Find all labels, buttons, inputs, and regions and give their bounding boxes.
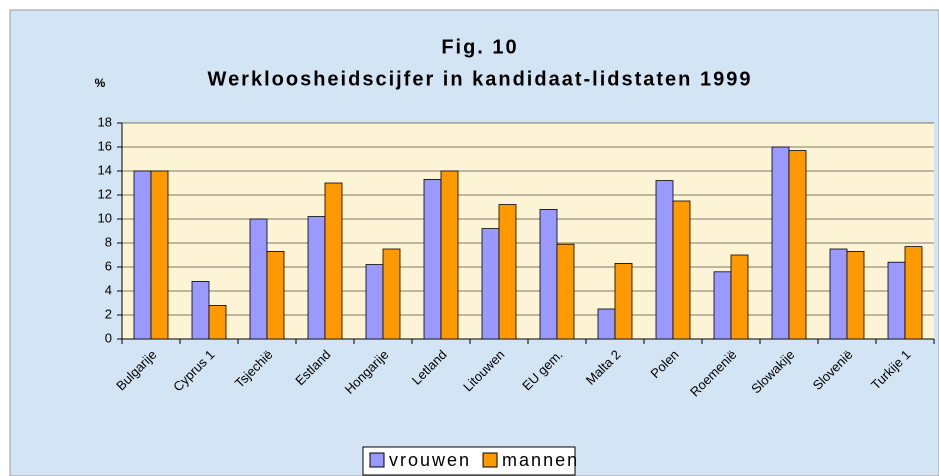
bar xyxy=(829,248,848,340)
y-tick-label: 14 xyxy=(98,162,112,177)
chart-title: Fig. 10 xyxy=(441,36,518,58)
bar xyxy=(423,178,442,340)
bar xyxy=(440,170,459,340)
bar xyxy=(365,264,384,340)
bar xyxy=(249,218,268,340)
bar xyxy=(556,243,575,340)
bar xyxy=(887,261,906,340)
bar xyxy=(597,308,616,340)
bar xyxy=(672,200,691,340)
y-tick-label: 2 xyxy=(105,306,112,321)
bar xyxy=(481,228,500,340)
bar xyxy=(382,248,401,340)
bar xyxy=(324,182,343,340)
y-tick-label: 6 xyxy=(105,258,112,273)
bar xyxy=(307,216,326,340)
bar xyxy=(713,271,732,340)
legend-swatch xyxy=(369,452,385,468)
y-tick-label: 4 xyxy=(105,282,112,297)
y-tick-label: 0 xyxy=(105,330,112,345)
plot-area xyxy=(122,123,934,339)
legend-swatch xyxy=(482,452,498,468)
bar xyxy=(498,204,517,340)
bar xyxy=(133,170,152,340)
bar xyxy=(788,150,807,340)
y-axis-label: % xyxy=(95,76,106,90)
bar xyxy=(191,280,210,340)
bar xyxy=(846,250,865,340)
bar xyxy=(266,250,285,340)
y-tick-label: 12 xyxy=(98,186,112,201)
y-tick-label: 10 xyxy=(98,210,112,225)
y-tick-label: 16 xyxy=(98,138,112,153)
legend-box xyxy=(362,446,576,476)
bar xyxy=(150,170,169,340)
bar xyxy=(904,246,923,340)
chart-subtitle: Werkloosheidscijfer in kandidaat-lidstat… xyxy=(208,68,753,90)
bar xyxy=(655,180,674,340)
bar xyxy=(730,254,749,340)
bar xyxy=(208,304,227,340)
bar xyxy=(539,208,558,340)
bar xyxy=(771,146,790,340)
legend-label: vrouwen xyxy=(389,450,471,470)
legend-label: mannen xyxy=(502,450,579,470)
bar xyxy=(614,262,633,340)
y-tick-label: 18 xyxy=(98,114,112,129)
y-tick-label: 8 xyxy=(105,234,112,249)
